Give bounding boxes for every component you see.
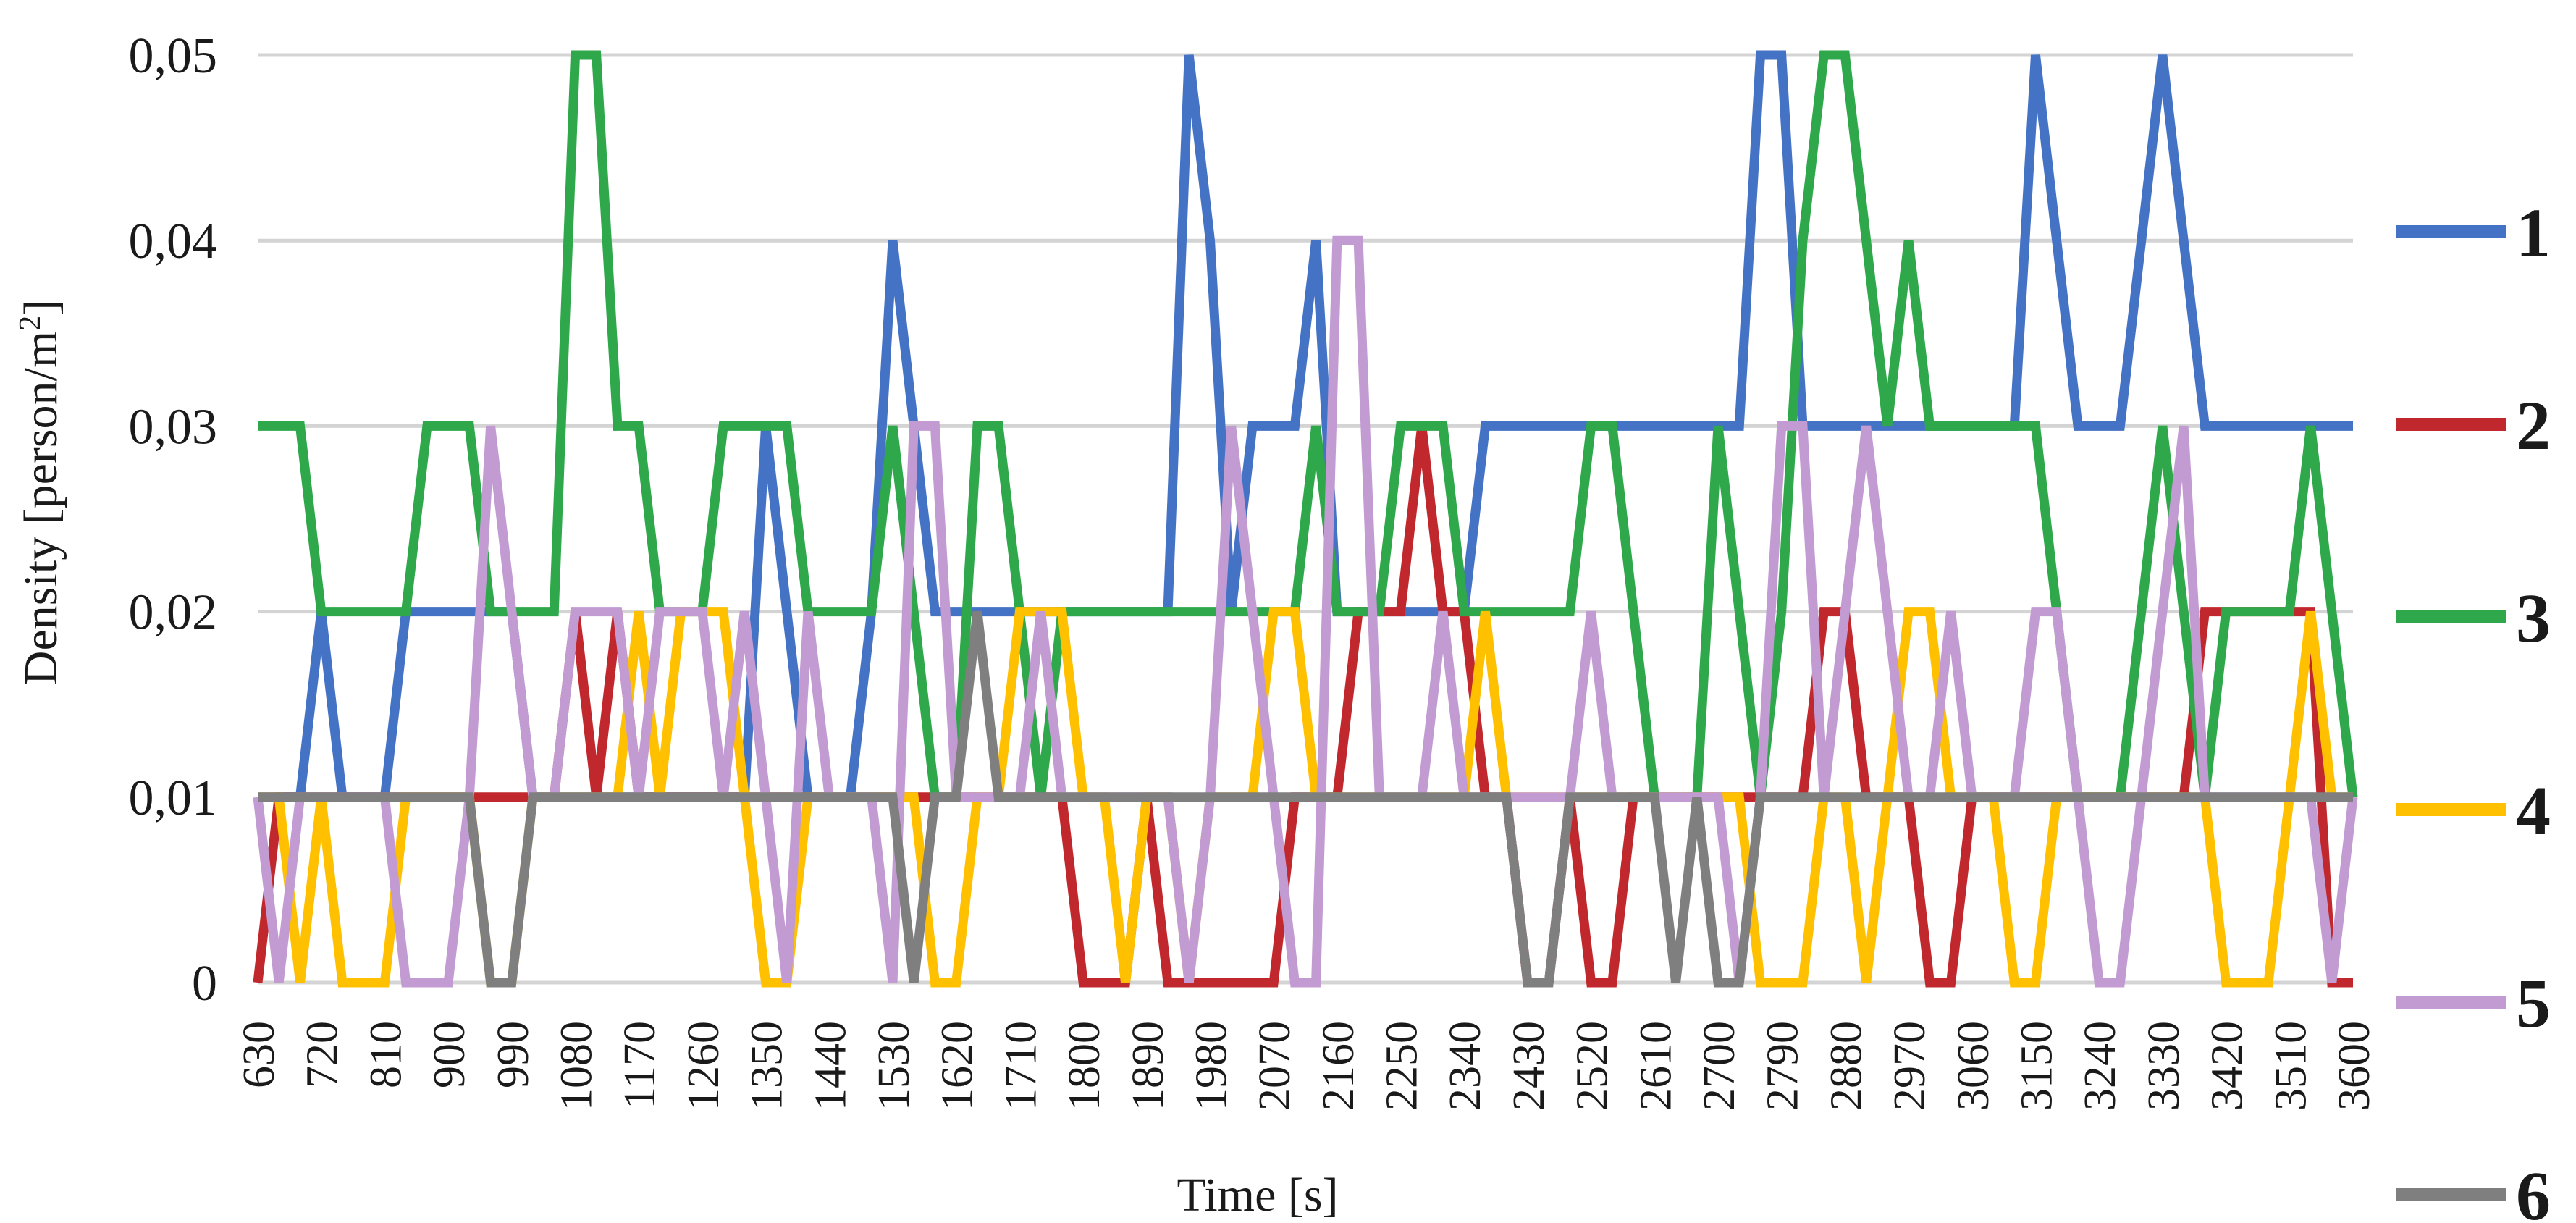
y-tick-label: 0,04 (129, 214, 218, 269)
x-tick-label: 2970 (1885, 1021, 1935, 1111)
x-tick-label: 1260 (679, 1021, 728, 1111)
x-axis-title: Time [s] (1177, 1169, 1338, 1222)
x-tick-label: 2430 (1504, 1021, 1554, 1111)
legend-label-5: 5 (2516, 964, 2551, 1042)
x-tick-label: 1800 (1060, 1021, 1109, 1111)
x-tick-label: 1440 (806, 1021, 855, 1111)
x-tick-label: 900 (425, 1021, 474, 1088)
x-tick-label: 2700 (1695, 1021, 1744, 1111)
x-tick-label: 3150 (2013, 1021, 2062, 1111)
legend-label-2: 2 (2516, 387, 2551, 464)
x-tick-label: 1710 (996, 1021, 1045, 1111)
y-tick-label: 0,02 (129, 585, 218, 641)
x-tick-label: 2520 (1568, 1021, 1617, 1111)
series-line-6 (258, 610, 2353, 988)
y-axis-title-superscript: 2 (14, 316, 47, 331)
x-tick-label: 720 (298, 1021, 348, 1088)
x-tick-label: 1080 (552, 1021, 601, 1111)
x-tick-label: 2880 (1822, 1021, 1871, 1111)
x-tick-label: 2340 (1441, 1021, 1490, 1111)
legend-label-6: 6 (2516, 1157, 2551, 1223)
legend-label-1: 1 (2516, 194, 2551, 272)
y-axis-title: Density [person/m2] (14, 300, 67, 685)
x-tick-label: 2070 (1250, 1021, 1300, 1111)
x-tick-label: 1890 (1124, 1021, 1173, 1111)
x-tick-label: 630 (235, 1021, 284, 1088)
x-tick-label: 1530 (870, 1021, 919, 1111)
x-tick-label: 3060 (1949, 1021, 1998, 1111)
x-tick-label: 3240 (2076, 1021, 2125, 1111)
x-tick-label: 2160 (1314, 1021, 1363, 1111)
y-axis-title-main: Density [person/m (14, 331, 67, 685)
y-tick-label: 0,05 (129, 28, 218, 84)
y-axis-ticks: 0 0,01 0,02 0,03 0,04 0,05 (129, 28, 218, 1012)
x-tick-label: 1620 (933, 1021, 982, 1111)
x-tick-label: 2250 (1378, 1021, 1427, 1111)
x-tick-label: 2610 (1631, 1021, 1680, 1111)
x-tick-label: 1170 (615, 1021, 665, 1109)
legend-label-3: 3 (2516, 579, 2551, 657)
x-tick-label: 3420 (2203, 1021, 2252, 1111)
x-tick-label: 810 (361, 1021, 411, 1088)
legend: 1 2 3 4 5 6 (2396, 194, 2551, 1223)
x-tick-label: 1350 (743, 1021, 792, 1111)
y-axis-title-end: ] (14, 300, 67, 316)
series-line-3 (258, 50, 2358, 802)
x-tick-label: 990 (489, 1021, 538, 1088)
x-tick-label: 3510 (2266, 1021, 2315, 1111)
x-tick-label: 3330 (2139, 1021, 2189, 1111)
y-tick-label: 0,01 (129, 770, 218, 826)
x-tick-label: 3600 (2330, 1021, 2379, 1111)
x-tick-label: 1980 (1187, 1021, 1236, 1111)
series-lines (253, 50, 2358, 988)
y-tick-label: 0,03 (129, 399, 218, 455)
y-tick-label: 0 (192, 956, 217, 1012)
legend-label-4: 4 (2516, 772, 2551, 849)
x-tick-label: 2790 (1759, 1021, 1808, 1111)
x-axis-ticks: 630 720 810 900 990 1080 1170 1260 1350 1440 1530 1… (235, 1021, 2379, 1111)
